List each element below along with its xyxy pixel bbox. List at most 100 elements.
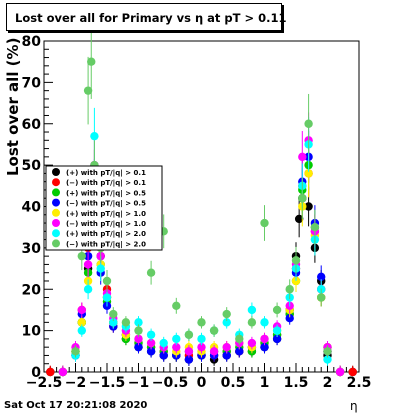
x-tick-label: 1: [260, 375, 270, 391]
data-point: [109, 318, 118, 327]
legend-marker: [52, 198, 60, 207]
data-point: [77, 251, 87, 261]
data-point: [304, 202, 313, 211]
data-point: [184, 347, 194, 356]
data-point: [209, 326, 219, 335]
data-point: [222, 342, 231, 352]
data-point: [172, 334, 181, 344]
data-point: [317, 272, 326, 282]
y-tick-label: 20: [22, 282, 42, 298]
data-point: [272, 334, 282, 344]
data-point: [291, 256, 301, 265]
data-point: [348, 367, 357, 377]
data-point: [83, 86, 93, 95]
data-point: [285, 285, 294, 294]
chart-title: Lost over all for Primary vs η at pT > 0…: [15, 11, 287, 25]
legend-entry: (+) with pT/|q| > 2.0: [66, 230, 146, 239]
legend-entry: (−) with pT/|q| > 2.0: [66, 240, 146, 249]
timestamp-footer: Sat Oct 17 20:21:08 2020: [4, 400, 148, 411]
data-point: [134, 342, 143, 352]
data-point: [272, 326, 282, 335]
legend-marker: [52, 219, 60, 227]
y-tick-label: 10: [22, 324, 42, 340]
x-tick-label: 2.5: [347, 375, 372, 391]
data-point: [77, 318, 87, 327]
data-point: [260, 218, 269, 228]
data-point: [184, 330, 194, 339]
data-point: [77, 305, 87, 315]
data-point: [90, 131, 99, 141]
data-point: [83, 285, 93, 294]
data-point: [310, 222, 320, 232]
y-tick-label: 60: [22, 117, 42, 133]
data-point: [146, 330, 156, 339]
x-tick-label: 0.5: [221, 375, 246, 391]
data-point: [298, 152, 307, 162]
legend-marker: [52, 178, 60, 187]
y-tick-label: 40: [22, 200, 42, 216]
data-point: [317, 293, 326, 302]
data-point: [134, 326, 143, 335]
data-point: [197, 342, 206, 352]
data-point: [102, 276, 112, 286]
legend-marker: [52, 229, 60, 238]
data-point: [222, 309, 231, 319]
data-point: [159, 338, 168, 348]
x-tick-label: −1.5: [89, 375, 126, 391]
data-point: [197, 318, 206, 327]
legend-entry: (+) with pT/|q| > 1.0: [66, 210, 146, 219]
data-point: [172, 342, 181, 352]
y-tick-label: 70: [22, 75, 42, 91]
x-tick-label: 0: [197, 375, 207, 391]
data-point: [235, 347, 244, 356]
data-point: [209, 347, 219, 356]
data-point: [96, 264, 105, 273]
data-point: [134, 334, 143, 344]
data-point: [260, 342, 269, 352]
data-point: [335, 367, 345, 377]
data-point: [247, 305, 257, 315]
data-point: [58, 367, 68, 377]
y-tick-label: 0: [31, 365, 41, 381]
data-point: [146, 338, 156, 348]
legend: (+) with pT/|q| > 0.1(−) with pT/|q| > 0…: [45, 165, 163, 251]
data-point: [235, 334, 244, 344]
y-tick-label: 80: [22, 34, 42, 50]
data-point: [260, 318, 269, 327]
data-point: [121, 318, 131, 327]
data-point: [222, 318, 231, 327]
data-point: [109, 309, 118, 319]
data-point: [294, 214, 304, 224]
data-point: [184, 355, 194, 364]
data-point: [77, 326, 87, 335]
legend-entry: (−) with pT/|q| > 0.5: [66, 200, 146, 209]
y-tick-label: 30: [22, 241, 42, 257]
data-point: [102, 293, 112, 302]
x-tick-label: −1: [128, 375, 149, 391]
data-point: [323, 355, 332, 364]
x-tick-label: 2: [323, 375, 333, 391]
legend-entry: (−) with pT/|q| > 1.0: [66, 220, 146, 229]
data-point: [304, 169, 313, 178]
data-point: [134, 318, 143, 327]
data-point: [146, 268, 156, 277]
data-point: [159, 351, 168, 360]
x-axis-label: η: [350, 399, 358, 413]
legend-marker: [52, 208, 60, 217]
data-series: [71, 107, 332, 366]
data-point: [46, 367, 55, 377]
data-point: [247, 338, 257, 348]
legend-box: [45, 165, 163, 251]
x-tick-label: −2.5: [26, 375, 63, 391]
data-point: [298, 194, 307, 203]
data-point: [222, 351, 231, 360]
data-point: [146, 347, 156, 356]
data-point: [260, 334, 269, 344]
data-point: [87, 57, 96, 66]
data-point: [172, 301, 181, 310]
legend-marker: [52, 239, 60, 248]
x-tick-label: 1.5: [284, 375, 309, 391]
legend-entry: (+) with pT/|q| > 0.5: [66, 189, 146, 198]
data-point: [197, 334, 206, 344]
